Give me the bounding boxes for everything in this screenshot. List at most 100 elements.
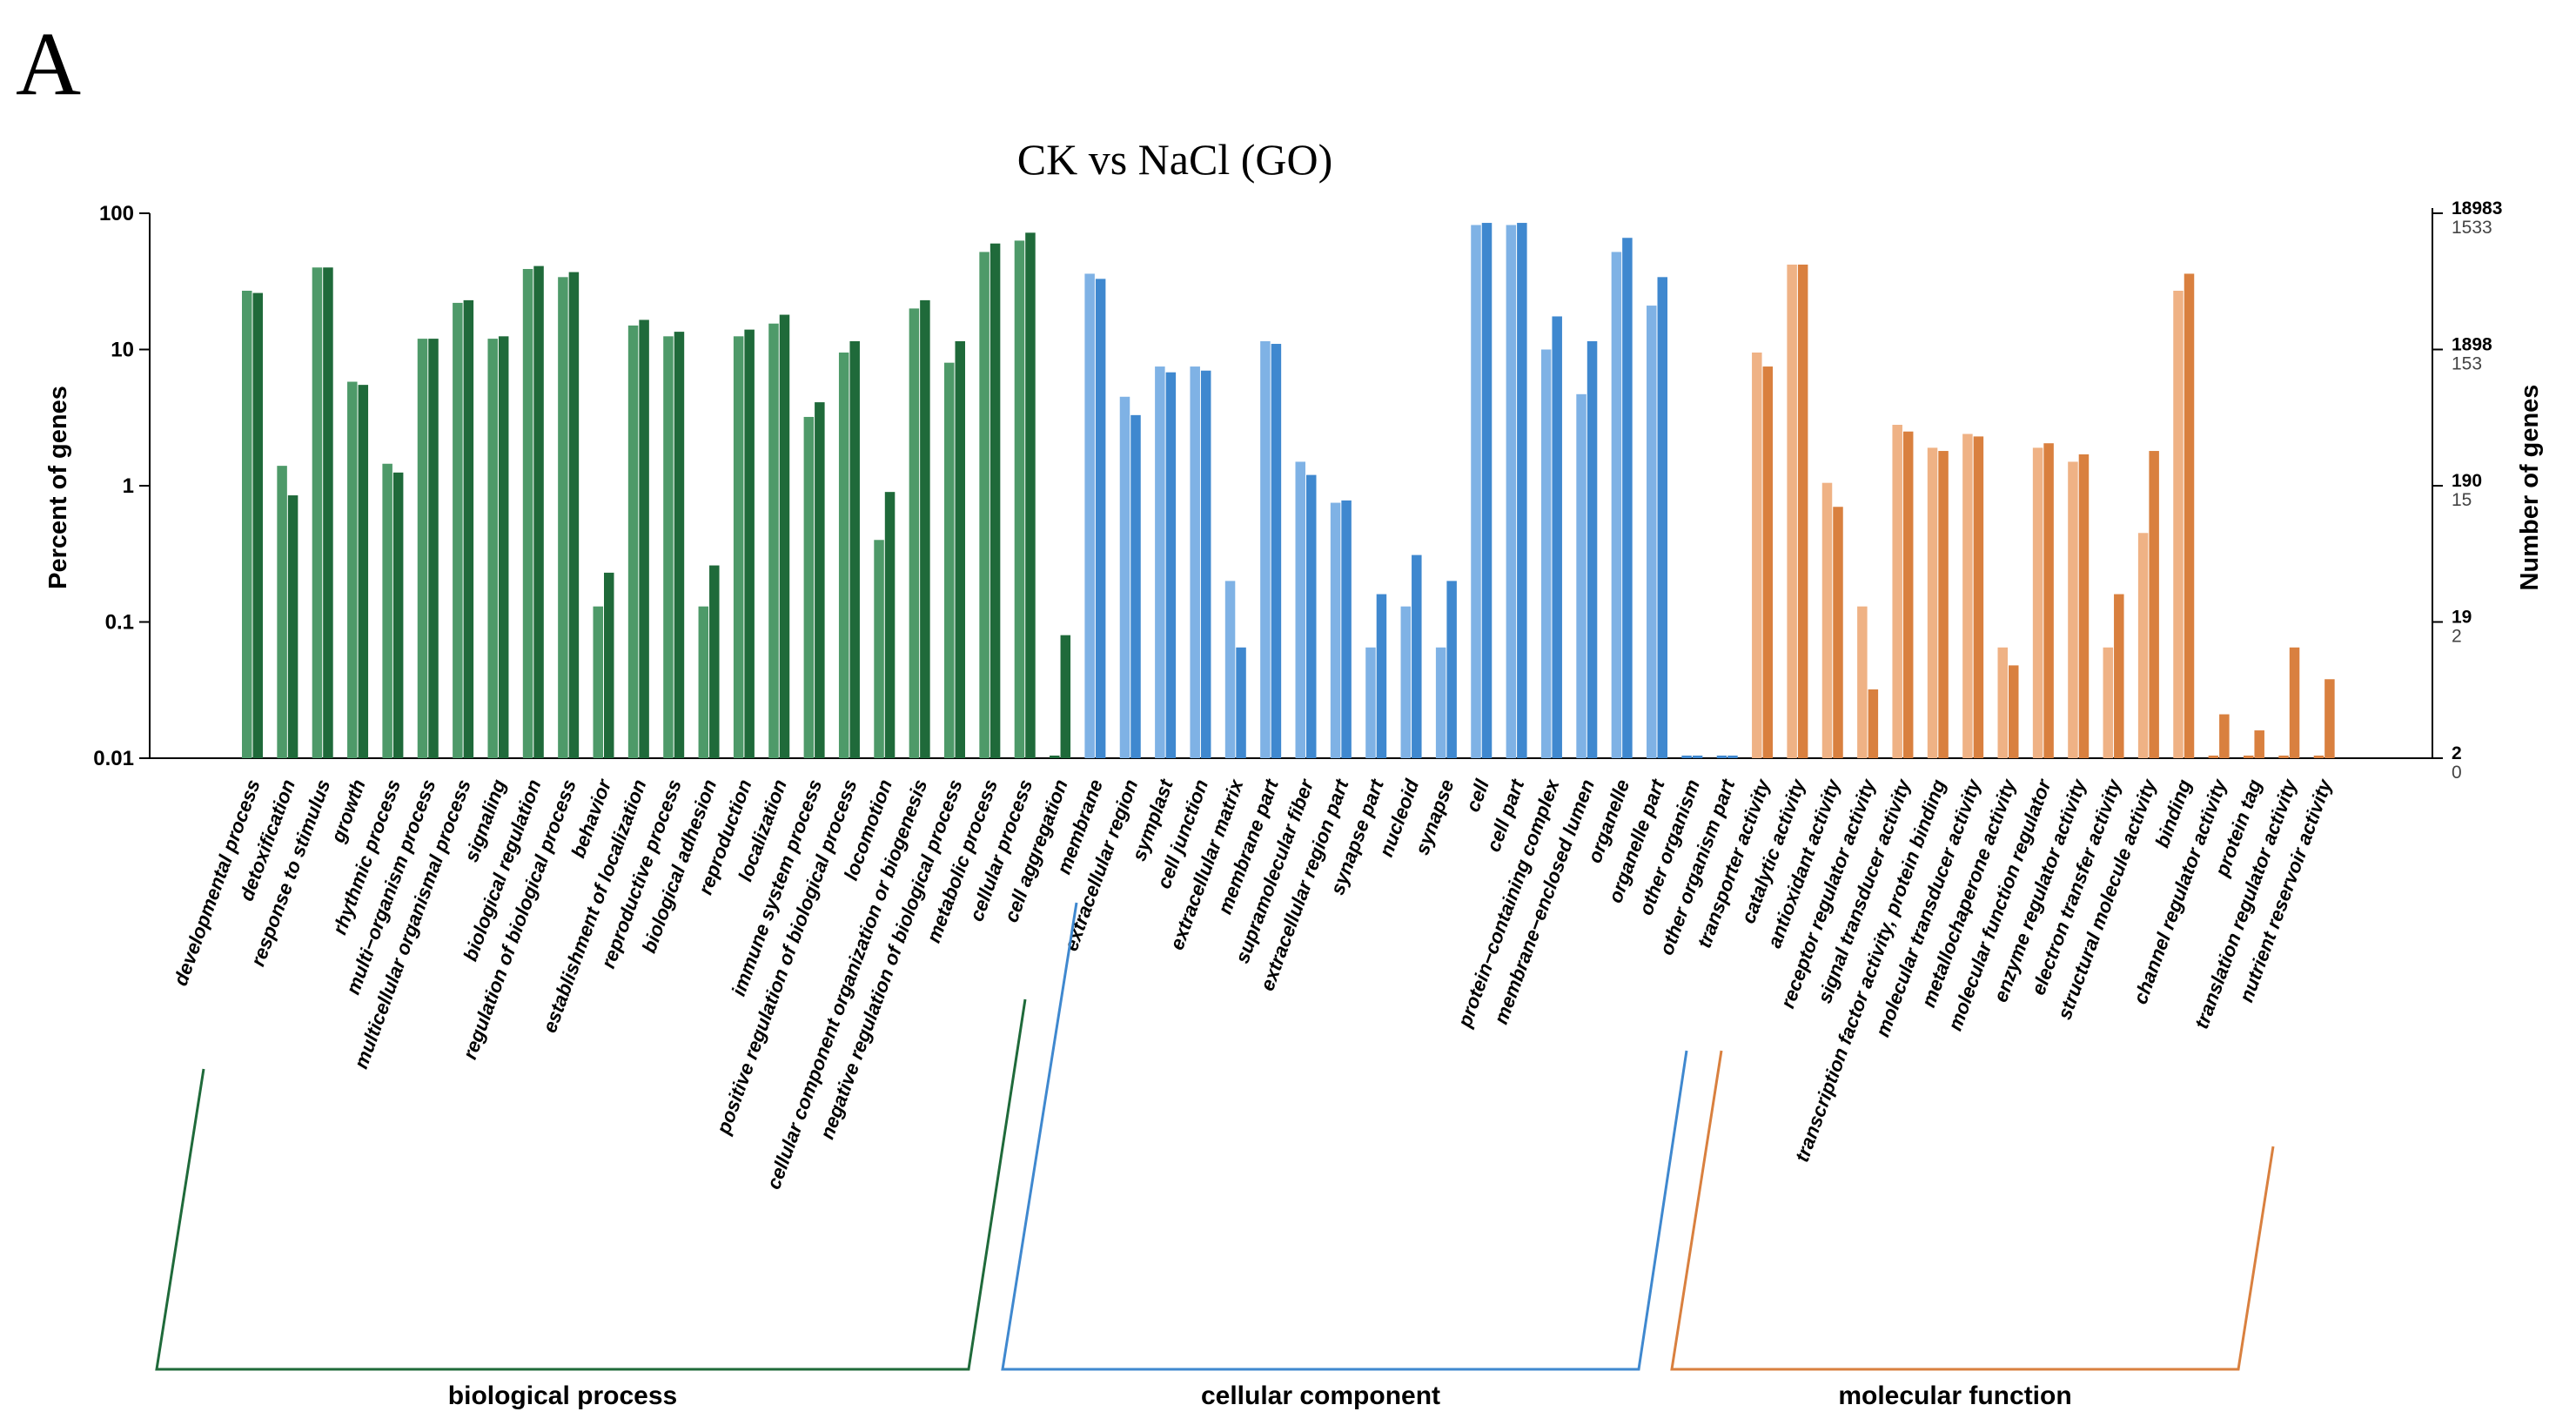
category-label: cell bbox=[1462, 776, 1494, 815]
bar-ck bbox=[1752, 352, 1762, 758]
bar-nacl bbox=[1306, 474, 1317, 758]
bar-nacl bbox=[2114, 594, 2124, 758]
bar-ck bbox=[663, 336, 674, 758]
bar-ck bbox=[2173, 290, 2184, 758]
bar-nacl bbox=[744, 329, 755, 758]
y-tick-label-right-upper: 18983 bbox=[2452, 198, 2502, 218]
bar-nacl bbox=[1973, 436, 1984, 758]
bar-nacl bbox=[1552, 316, 1562, 758]
bar-nacl bbox=[2254, 730, 2264, 758]
bar-nacl bbox=[1938, 451, 1949, 758]
bar-ck bbox=[874, 540, 884, 758]
bar-ck bbox=[803, 416, 815, 758]
bar-ck bbox=[979, 252, 989, 759]
bar-nacl bbox=[1517, 223, 1527, 759]
bar-ck bbox=[1330, 502, 1341, 758]
bar-ck bbox=[1821, 482, 1833, 758]
y-tick-label-right-upper: 190 bbox=[2452, 471, 2482, 491]
bar-nacl bbox=[2219, 714, 2230, 758]
y-axis-title-right: Number of genes bbox=[2516, 385, 2544, 591]
y-tick-label-right-lower: 2 bbox=[2452, 627, 2462, 647]
y-axis-title-left: Percent of genes bbox=[44, 386, 72, 589]
bar-ck bbox=[1471, 225, 1481, 758]
bar-nacl bbox=[1130, 414, 1141, 758]
bar-ck bbox=[627, 325, 639, 758]
bar-ck bbox=[698, 606, 709, 758]
bar-ck bbox=[838, 352, 849, 758]
y-tick-label-right-lower: 1533 bbox=[2452, 218, 2492, 238]
bar-ck-empty bbox=[2243, 756, 2254, 758]
bar-nacl bbox=[252, 292, 263, 759]
bar-nacl bbox=[639, 319, 649, 758]
bar-nacl bbox=[849, 341, 860, 758]
bar-ck bbox=[558, 277, 568, 758]
bar-ck bbox=[1576, 393, 1587, 758]
bar-ck bbox=[1400, 606, 1412, 758]
y-tick-label-right-upper: 19 bbox=[2452, 608, 2472, 628]
y-tick-label-left: 10 bbox=[111, 339, 134, 362]
bar-nacl bbox=[1271, 344, 1282, 758]
bar-ck bbox=[453, 302, 463, 758]
bar-ck bbox=[1787, 264, 1797, 758]
bar-ck bbox=[1190, 366, 1200, 758]
bar-nacl bbox=[1902, 431, 1914, 758]
bar-nacl bbox=[1762, 366, 1774, 758]
bar-nacl bbox=[392, 472, 404, 758]
bar-nacl-empty bbox=[1692, 756, 1703, 758]
group-bracket bbox=[1670, 1050, 2275, 1371]
bar-nacl bbox=[674, 332, 685, 758]
bar-nacl bbox=[1797, 264, 1808, 758]
bar-ck-empty bbox=[1716, 756, 1727, 758]
bar-ck bbox=[1435, 647, 1446, 758]
bar-nacl bbox=[955, 341, 965, 758]
bar-nacl bbox=[1095, 279, 1106, 759]
bar-nacl bbox=[1060, 635, 1071, 758]
bar-nacl bbox=[2149, 451, 2159, 758]
bar-ck bbox=[522, 268, 533, 758]
bar-nacl bbox=[1025, 232, 1036, 758]
bar-ck bbox=[1155, 366, 1165, 758]
bar-nacl bbox=[428, 339, 439, 758]
bar-nacl bbox=[709, 565, 720, 758]
group-label: biological process bbox=[448, 1381, 677, 1410]
bar-ck bbox=[1295, 461, 1305, 758]
bar-ck bbox=[1997, 647, 2008, 758]
bar-nacl bbox=[2289, 647, 2300, 758]
bar-ck bbox=[1857, 606, 1868, 758]
bar-ck bbox=[1892, 425, 1902, 758]
bar-nacl bbox=[1412, 555, 1422, 758]
bar-ck bbox=[487, 339, 498, 758]
group-bracket bbox=[1001, 902, 1688, 1371]
bar-nacl bbox=[463, 299, 474, 758]
bar-ck bbox=[242, 290, 252, 758]
bar-nacl bbox=[2043, 443, 2054, 758]
bar-nacl bbox=[498, 336, 509, 758]
y-tick-label-right-lower: 0 bbox=[2452, 763, 2462, 783]
y-tick-label-left: 100 bbox=[99, 202, 134, 225]
category-labels: developmental processdetoxificationrespo… bbox=[170, 776, 2337, 1193]
bar-nacl bbox=[1833, 507, 1843, 758]
bar-nacl bbox=[1236, 647, 1246, 758]
bar-ck-empty bbox=[1681, 756, 1692, 758]
bar-ck bbox=[347, 381, 358, 758]
bar-nacl bbox=[358, 385, 369, 758]
bar-ck bbox=[1014, 240, 1025, 758]
bar-ck-empty bbox=[2278, 756, 2289, 758]
bar-ck bbox=[1540, 349, 1552, 758]
bar-nacl bbox=[1165, 372, 1177, 758]
bar-ck bbox=[2137, 533, 2149, 758]
y-tick-label-right-lower: 15 bbox=[2452, 490, 2472, 510]
bar-nacl bbox=[1341, 500, 1352, 758]
bar-nacl bbox=[989, 243, 1001, 758]
bar-ck bbox=[277, 466, 287, 758]
bar-ck bbox=[1365, 647, 1376, 758]
y-tick-label-right-upper: 2 bbox=[2452, 743, 2462, 763]
bar-ck bbox=[733, 336, 744, 758]
bar-ck bbox=[2068, 461, 2078, 758]
bar-ck bbox=[312, 267, 323, 759]
bar-ck bbox=[1962, 434, 1973, 758]
bar-ck bbox=[1927, 447, 1938, 758]
bars bbox=[242, 223, 2335, 759]
bar-nacl bbox=[1481, 223, 1493, 759]
